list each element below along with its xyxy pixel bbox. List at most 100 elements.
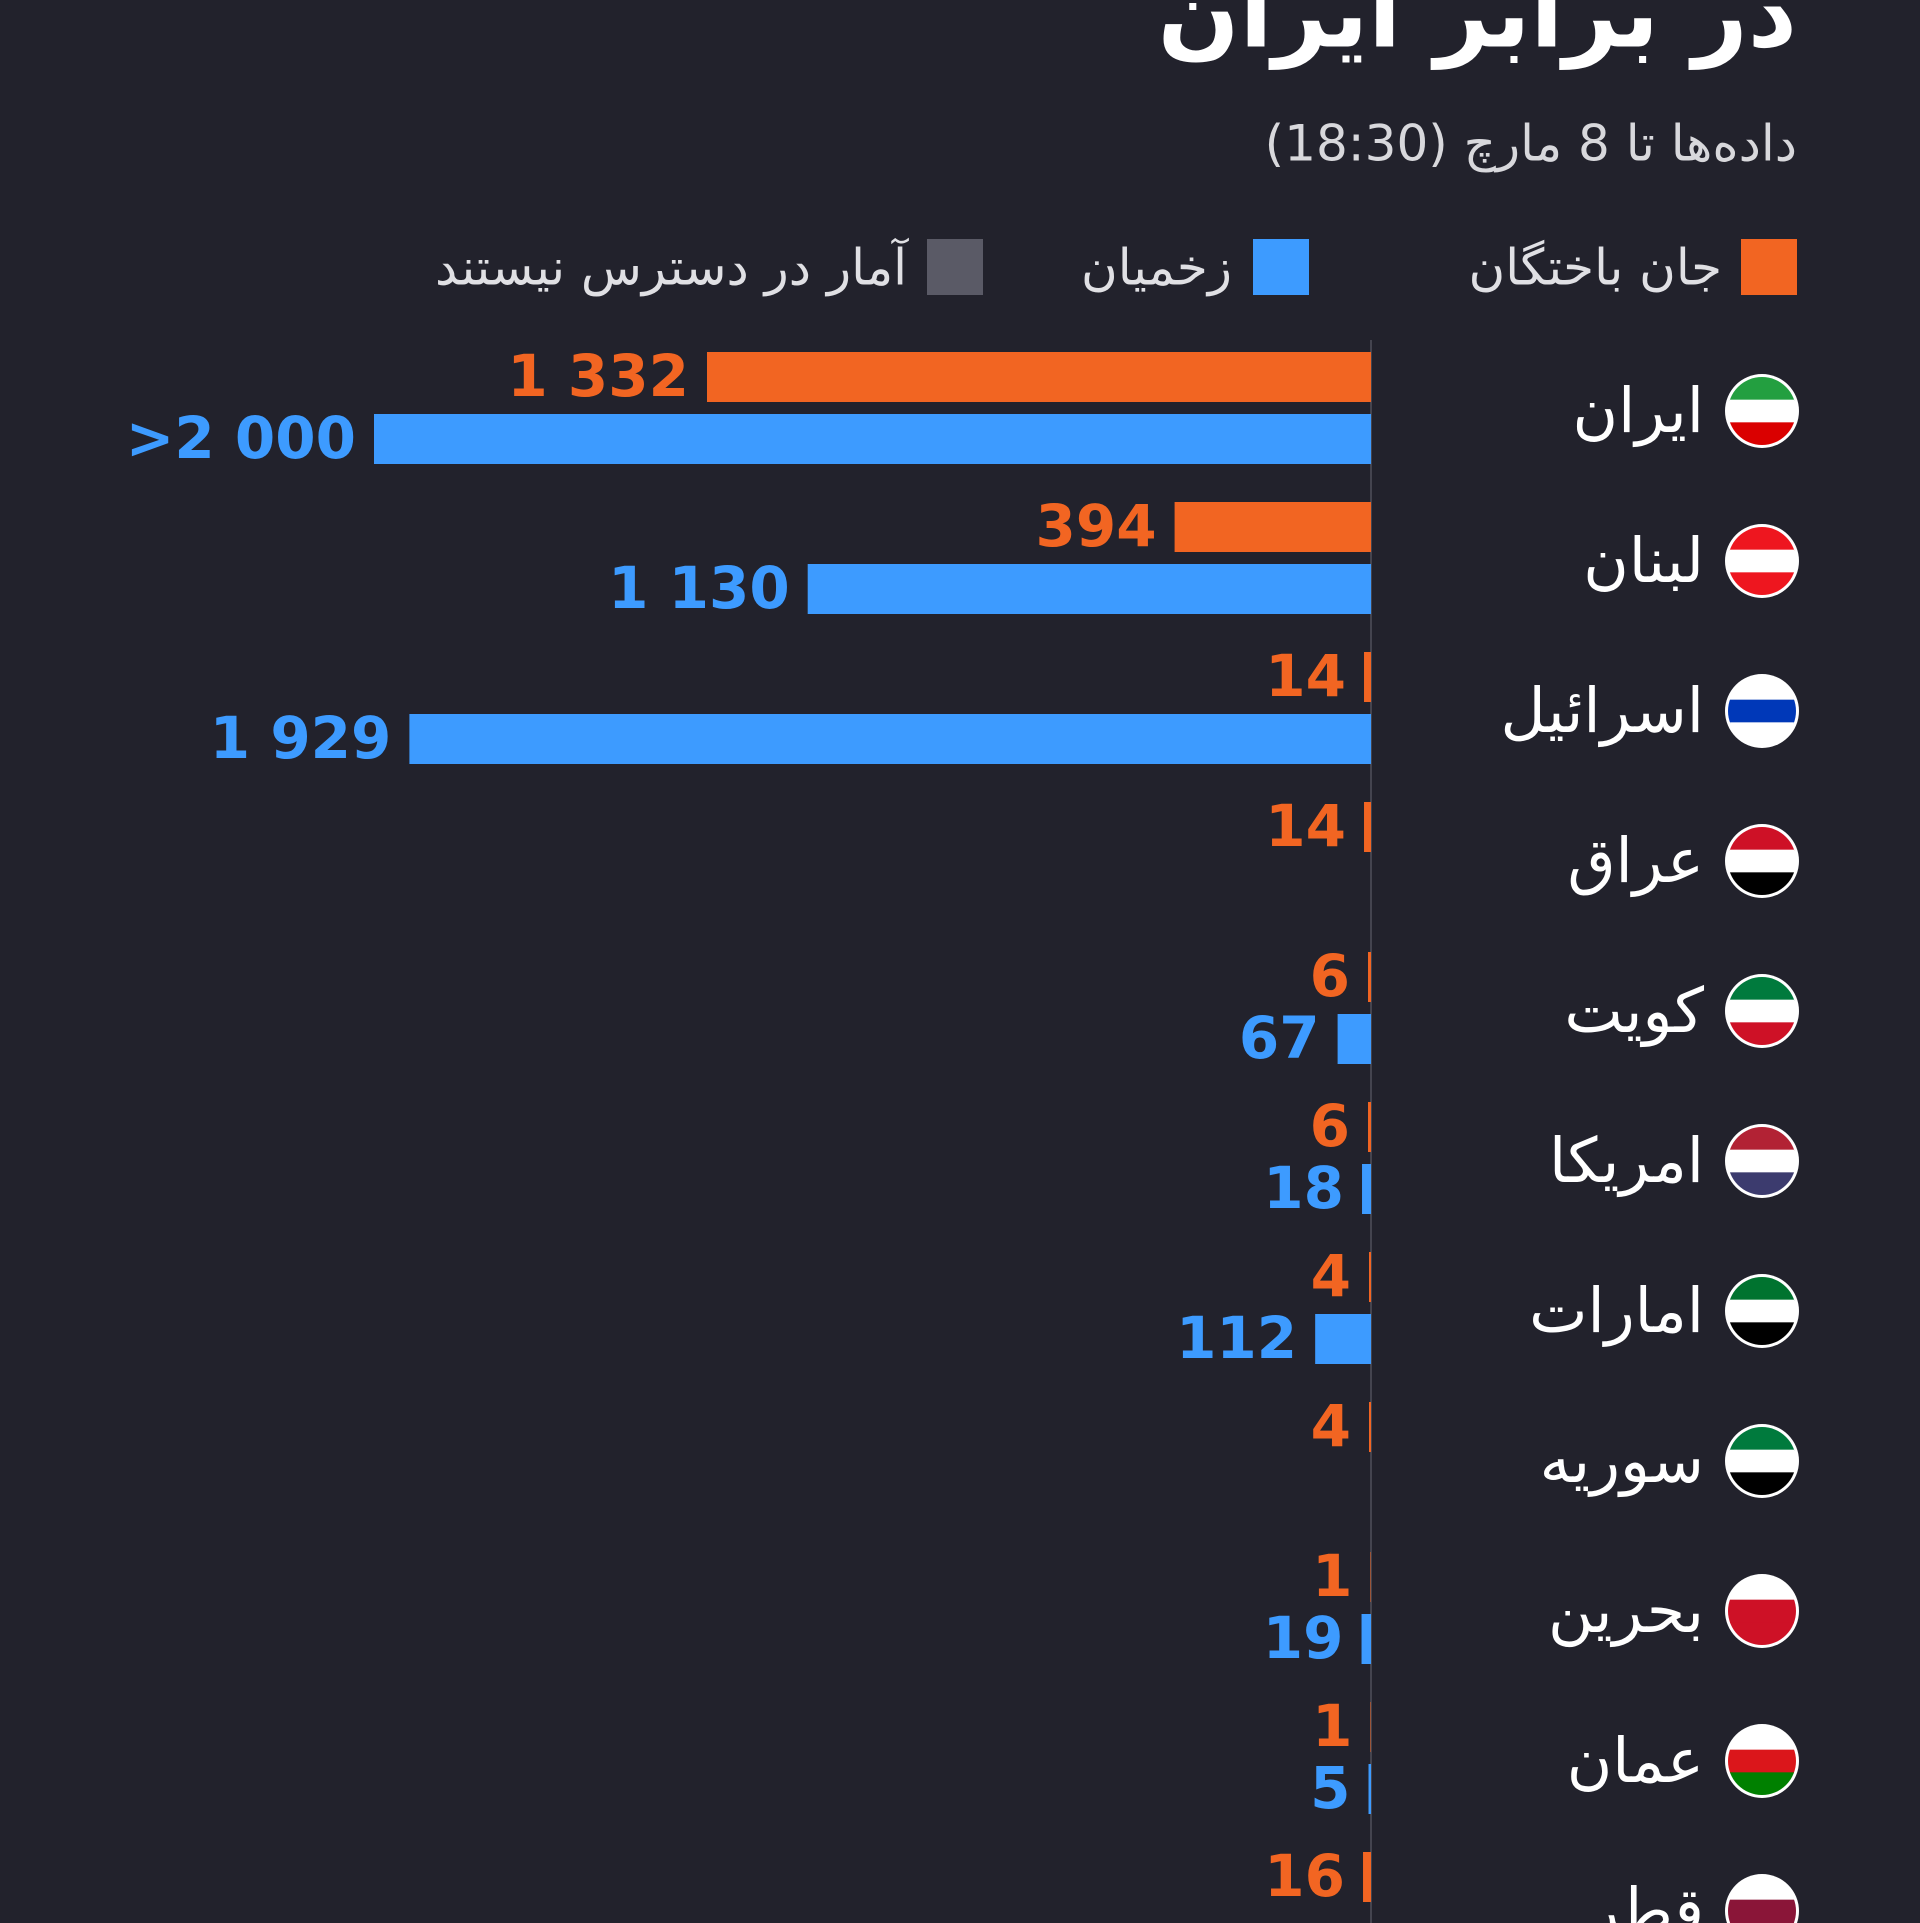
flag-icon (1725, 1874, 1799, 1923)
value-label: 6 (1310, 942, 1350, 1010)
flag-icon (1725, 1424, 1799, 1498)
flag-stripe (1728, 850, 1796, 874)
bar (1368, 1102, 1371, 1152)
flag-stripe (1728, 977, 1796, 1001)
value-label: 5 (1310, 1754, 1350, 1822)
bar (1363, 1852, 1371, 1902)
value-label: 19 (1263, 1604, 1344, 1672)
flag-stripe (1728, 1127, 1796, 1151)
bar (1361, 1614, 1371, 1664)
value-label: 1 130 (608, 554, 790, 622)
category-label: کویت (1564, 974, 1704, 1047)
flag-stripe (1728, 1427, 1796, 1451)
flag-stripe (1728, 1750, 1796, 1774)
legend-label: زخمیان (1081, 239, 1232, 297)
flag-stripe (1728, 1877, 1796, 1901)
flag-stripe (1728, 1772, 1796, 1796)
bar (1368, 952, 1371, 1002)
legend-swatch (927, 239, 983, 295)
legend-label: جان باختگان (1469, 239, 1722, 297)
flag-stripe (1728, 1622, 1796, 1646)
bar (409, 714, 1371, 764)
flag-stripe (1728, 527, 1796, 551)
flag-stripe (1728, 422, 1796, 446)
bar (1362, 1164, 1371, 1214)
flag-icon (1725, 1274, 1799, 1348)
flag-stripe (1728, 872, 1796, 896)
value-label: 1 929 (210, 704, 392, 772)
category-label: بحرین (1548, 1574, 1704, 1647)
flag-icon (1725, 524, 1799, 598)
flag-stripe (1728, 377, 1796, 401)
bar (374, 414, 1371, 464)
category-label: قطر (1586, 1874, 1704, 1923)
flag-icon (1725, 824, 1799, 898)
flag-stripe (1728, 400, 1796, 424)
value-label: 1 (1312, 1692, 1352, 1760)
flag-stripe (1728, 1600, 1796, 1624)
bar (1368, 1764, 1371, 1814)
flag-icon (1725, 374, 1799, 448)
flag-stripe (1728, 1022, 1796, 1046)
bar (1369, 1402, 1371, 1452)
bar (1369, 1252, 1371, 1302)
bar (1364, 802, 1371, 852)
value-label: 394 (1036, 492, 1157, 560)
flag-stripe (1728, 1472, 1796, 1496)
flag-icon (1725, 1724, 1799, 1798)
chart-subtitle: داده‌ها تا 8 مارچ (18:30) (1265, 115, 1797, 173)
value-label: 1 (1312, 1542, 1352, 1610)
value-label: 16 (1264, 1842, 1345, 1910)
value-label: 1 332 (507, 342, 689, 410)
category-label: عراق (1567, 824, 1704, 897)
bar (807, 564, 1371, 614)
bar (1364, 652, 1371, 702)
value-label: >2 000 (126, 404, 356, 472)
category-label: ایران (1573, 374, 1704, 447)
value-label: 4 (1311, 1242, 1351, 1310)
flag-icon (1725, 1574, 1799, 1648)
flag-stripe (1728, 572, 1796, 596)
legend-swatch (1741, 239, 1797, 295)
flag-icon (1725, 1124, 1799, 1198)
chart-title: در برابر ایران (1158, 0, 1797, 69)
category-label: لبنان (1583, 524, 1704, 597)
flag-stripe (1728, 1172, 1796, 1196)
value-label: 112 (1176, 1304, 1297, 1372)
flag-stripe (1728, 722, 1796, 746)
value-label: 14 (1265, 792, 1346, 860)
flag-stripe (1728, 1727, 1796, 1751)
flag-stripe (1728, 550, 1796, 574)
bar (1337, 1014, 1371, 1064)
category-label: اسرائیل (1500, 674, 1704, 747)
legend-label: آمار در دسترس نیستند (435, 238, 909, 297)
flag-stripe (1728, 1450, 1796, 1474)
bar (1315, 1314, 1371, 1364)
flag-stripe (1728, 1277, 1796, 1301)
flag-stripe (1728, 827, 1796, 851)
flag-stripe (1728, 1000, 1796, 1024)
value-label: 6 (1310, 1092, 1350, 1160)
bar (706, 352, 1371, 402)
bar (1174, 502, 1371, 552)
category-label: امارات (1529, 1274, 1704, 1347)
flag-stripe (1728, 1150, 1796, 1174)
flag-icon (1725, 974, 1799, 1048)
value-label: 67 (1239, 1004, 1320, 1072)
category-label: امریکا (1549, 1124, 1704, 1197)
flag-stripe (1728, 700, 1796, 724)
value-label: 14 (1265, 642, 1346, 710)
flag-stripe (1728, 1577, 1796, 1601)
value-label: 18 (1263, 1154, 1344, 1222)
flag-stripe (1728, 1322, 1796, 1346)
flag-stripe (1728, 1900, 1796, 1923)
value-label: 4 (1311, 1392, 1351, 1460)
legend-swatch (1253, 239, 1309, 295)
flag-stripe (1728, 1300, 1796, 1324)
flag-icon (1725, 674, 1799, 748)
category-label: عمان (1567, 1724, 1704, 1797)
category-label: سوریه (1540, 1424, 1704, 1497)
flag-stripe (1728, 677, 1796, 701)
